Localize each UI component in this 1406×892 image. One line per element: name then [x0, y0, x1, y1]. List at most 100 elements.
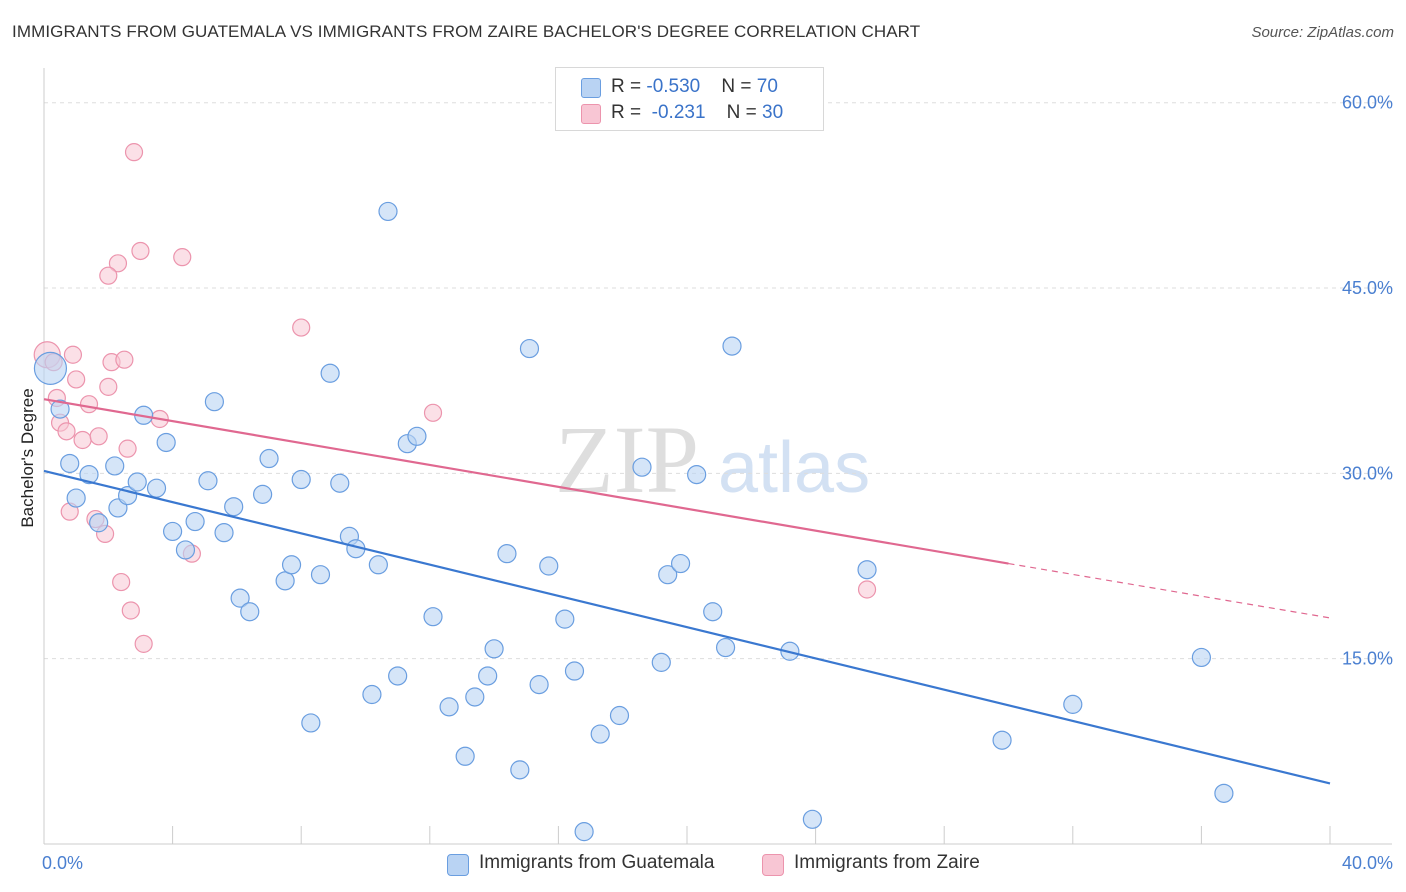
zaire-point	[118, 439, 137, 458]
n-value-guatemala: 70	[756, 76, 778, 97]
guatemala-point	[564, 661, 585, 681]
guatemala-point	[670, 553, 691, 574]
guatemala-point	[66, 488, 86, 508]
guatemala-point	[320, 363, 340, 383]
guatemala-point	[301, 713, 321, 733]
guatemala-point	[497, 544, 517, 564]
guatemala-point	[687, 464, 707, 485]
guatemala-point	[240, 602, 260, 622]
zaire-point	[73, 430, 92, 450]
guatemala-point	[330, 473, 350, 493]
guatemala-point	[185, 511, 205, 532]
zaire-point	[99, 377, 118, 396]
guatemala-point	[253, 484, 273, 504]
guatemala-trend-line	[43, 469, 1331, 785]
guatemala-point	[230, 588, 250, 608]
zaire-point	[79, 395, 99, 414]
guatemala-point	[555, 609, 575, 629]
x-tick-label-max: 40.0%	[1342, 853, 1393, 873]
guatemala-legend-swatch	[447, 854, 469, 876]
zaire-swatch	[581, 104, 601, 124]
zaire-point	[131, 241, 150, 261]
zaire-point	[89, 427, 108, 446]
x-tick-labels: 0.0% 40.0%	[42, 853, 1393, 873]
zaire-point	[857, 580, 877, 599]
guatemala-point	[423, 607, 443, 627]
zaire-legend-label: Immigrants from Zaire	[794, 852, 980, 873]
guatemala-point	[163, 521, 183, 542]
zaire-point	[124, 143, 144, 162]
guatemala-point	[281, 555, 302, 575]
guatemala-point	[33, 351, 68, 385]
guatemala-point	[259, 448, 279, 469]
watermark-zip: ZIP	[555, 406, 699, 513]
trend-lines	[43, 398, 1331, 785]
guatemala-point	[291, 469, 311, 490]
guatemala-point	[79, 464, 99, 485]
guatemala-point	[368, 555, 388, 575]
guatemala-point	[574, 822, 594, 842]
zaire-point	[115, 350, 134, 369]
source-note: Source: ZipAtlas.com	[1251, 24, 1394, 41]
n-label: N =	[721, 76, 757, 97]
guatemala-point	[146, 478, 167, 498]
guatemala-point	[857, 560, 877, 580]
guatemala-point	[127, 472, 147, 492]
guatemala-point	[362, 684, 382, 705]
guatemala-legend-label: Immigrants from Guatemala	[479, 852, 715, 873]
guatemala-point	[632, 457, 652, 477]
r-value-zaire: -0.231	[646, 102, 706, 123]
guatemala-point	[407, 426, 427, 446]
guatemala-point	[198, 471, 218, 491]
guatemala-point	[992, 730, 1012, 750]
axes	[43, 68, 1392, 845]
y-tick-label: 30.0%	[1342, 463, 1393, 483]
zaire-point	[67, 370, 86, 389]
zaire-trend-extension	[1008, 562, 1331, 619]
guatemala-point	[703, 602, 723, 622]
guatemala-point	[651, 652, 671, 672]
zaire-point	[112, 572, 131, 592]
guatemala-point	[484, 639, 504, 659]
n-label: N =	[726, 102, 763, 123]
guatemala-point	[378, 201, 398, 222]
r-label: R =	[611, 76, 647, 97]
guatemala-point	[1063, 694, 1083, 714]
guatemala-point	[658, 565, 678, 585]
guatemala-point	[609, 705, 630, 726]
guatemala-point	[50, 399, 70, 419]
grid-lines	[44, 102, 1392, 660]
zaire-point	[63, 345, 83, 364]
guatemala-point	[519, 338, 540, 359]
guatemala-point	[156, 432, 176, 453]
guatemala-point	[89, 513, 109, 533]
zaire-trend-line	[43, 398, 1009, 565]
y-tick-labels: 15.0% 30.0% 45.0% 60.0%	[1342, 93, 1393, 669]
guatemala-point	[310, 565, 331, 585]
zaire-points	[33, 143, 877, 653]
x-tick-label-min: 0.0%	[42, 853, 83, 873]
zaire-point	[108, 254, 128, 273]
chart-title: IMMIGRANTS FROM GUATEMALA VS IMMIGRANTS …	[12, 22, 921, 41]
guatemala-point	[439, 697, 459, 717]
zaire-point	[99, 266, 118, 285]
guatemala-point	[275, 571, 295, 591]
guatemala-point	[388, 666, 408, 686]
guatemala-point	[204, 392, 224, 412]
watermark: ZIP atlas	[555, 406, 870, 513]
guatemala-point	[214, 523, 234, 543]
guatemala-point	[224, 497, 244, 517]
guatemala-point	[539, 556, 559, 576]
y-axis-label: Bachelor's Degree	[18, 388, 37, 527]
guatemala-point	[105, 456, 125, 476]
zaire-point	[134, 634, 153, 653]
guatemala-point	[802, 809, 822, 829]
zaire-legend-swatch	[762, 854, 784, 876]
r-label: R =	[611, 102, 647, 123]
guatemala-point	[510, 760, 530, 780]
zaire-point	[292, 318, 311, 337]
zaire-point	[173, 248, 192, 267]
zaire-point	[423, 403, 443, 422]
zaire-point	[121, 601, 140, 620]
